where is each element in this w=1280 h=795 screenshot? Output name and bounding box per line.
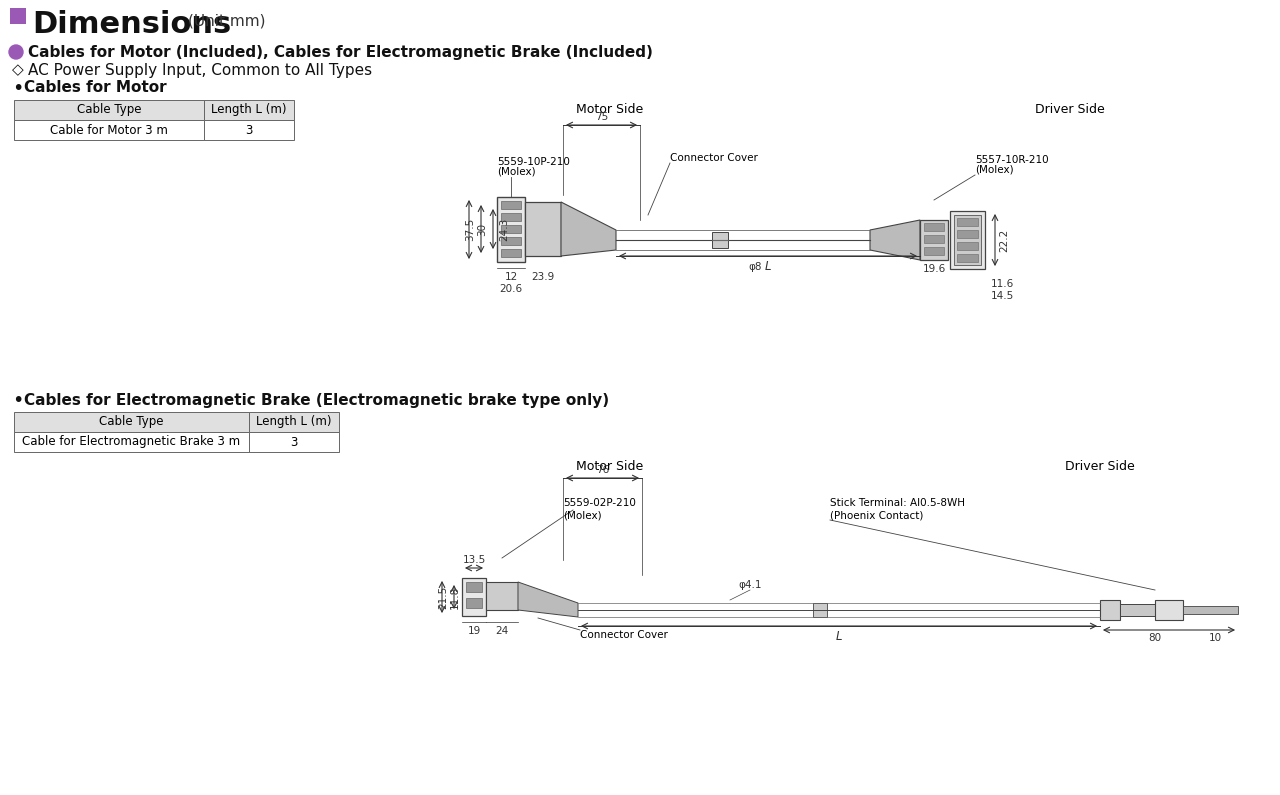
Text: 12: 12 [504,272,517,282]
Bar [924,235,945,243]
Bar [950,211,986,269]
Text: 21.5: 21.5 [438,585,448,609]
Text: Cable Type: Cable Type [100,416,164,429]
Bar [1100,600,1120,620]
Text: 30: 30 [477,223,486,235]
Bar [466,598,483,608]
Bar [500,201,521,209]
Text: Stick Terminal: AI0.5-8WH: Stick Terminal: AI0.5-8WH [829,498,965,508]
Text: Driver Side: Driver Side [1065,460,1135,473]
Bar [920,220,948,260]
Bar [14,100,204,120]
Bar [957,242,978,250]
Text: Cables for Motor (Included), Cables for Electromagnetic Brake (Included): Cables for Motor (Included), Cables for … [28,45,653,60]
Text: Connector Cover: Connector Cover [580,630,668,640]
Bar [1155,600,1183,620]
Bar [957,230,978,238]
Bar [204,120,294,140]
Bar [462,578,486,616]
Bar [525,202,561,256]
Text: Length L (m): Length L (m) [256,416,332,429]
Text: Connector Cover: Connector Cover [669,153,758,163]
Text: 24: 24 [495,626,508,636]
Text: AC Power Supply Input, Common to All Types: AC Power Supply Input, Common to All Typ… [28,63,372,77]
Bar [954,215,980,265]
Text: Cables for Motor: Cables for Motor [24,80,166,95]
Bar [500,225,521,233]
Text: L: L [836,630,842,643]
Bar [924,223,945,231]
Text: 19: 19 [467,626,480,636]
Bar [924,247,945,255]
Text: 19.6: 19.6 [923,264,946,274]
Circle shape [9,45,23,59]
Bar [466,582,483,592]
Bar [957,218,978,226]
Text: 80: 80 [1148,633,1161,643]
Text: Dimensions: Dimensions [32,10,232,39]
Bar [500,237,521,245]
Text: (Unit mm): (Unit mm) [188,13,265,28]
Text: (Molex): (Molex) [975,165,1014,175]
Bar [250,412,339,432]
Text: 11.8: 11.8 [451,585,460,609]
Bar [500,249,521,257]
Text: φ4.1: φ4.1 [739,580,762,590]
Text: 5559-02P-210: 5559-02P-210 [563,498,636,508]
Text: Cables for Electromagnetic Brake (Electromagnetic brake type only): Cables for Electromagnetic Brake (Electr… [24,393,609,408]
Bar [957,254,978,262]
Text: 75: 75 [595,112,608,122]
Polygon shape [561,202,616,256]
Text: Cable for Motor 3 m: Cable for Motor 3 m [50,123,168,137]
Text: Cable Type: Cable Type [77,103,141,117]
Bar [813,603,827,617]
Text: 5559-10P-210: 5559-10P-210 [497,157,570,167]
Text: 5557-10R-210: 5557-10R-210 [975,155,1048,165]
Text: (Molex): (Molex) [497,167,535,177]
Bar [500,213,521,221]
Bar [14,432,250,452]
Text: L: L [764,260,772,273]
Polygon shape [518,582,579,617]
Bar [1183,606,1238,614]
Bar [10,8,26,24]
Bar [497,197,525,262]
Text: (Molex): (Molex) [563,510,602,520]
Text: •: • [12,390,23,409]
Bar [14,120,204,140]
Text: 13.5: 13.5 [462,555,485,565]
Bar [14,412,250,432]
Text: •: • [12,79,23,98]
Bar [250,432,339,452]
Text: Motor Side: Motor Side [576,460,644,473]
Text: Cable for Electromagnetic Brake 3 m: Cable for Electromagnetic Brake 3 m [23,436,241,448]
Text: Length L (m): Length L (m) [211,103,287,117]
Text: 37.5: 37.5 [465,218,475,241]
Bar [712,232,728,248]
Text: ◇: ◇ [12,63,24,77]
Text: 3: 3 [246,123,252,137]
Bar [1120,604,1155,616]
Text: 14.5: 14.5 [991,291,1014,301]
Text: (Phoenix Contact): (Phoenix Contact) [829,510,923,520]
Polygon shape [870,220,920,260]
Text: 11.6: 11.6 [991,279,1014,289]
Text: 10: 10 [1208,633,1221,643]
Bar [486,582,518,610]
Text: 23.9: 23.9 [531,272,554,282]
Text: 3: 3 [291,436,298,448]
Text: 22.2: 22.2 [998,228,1009,252]
Text: 76: 76 [596,465,609,475]
Text: 24.3: 24.3 [499,217,509,241]
Bar [204,100,294,120]
Text: Motor Side: Motor Side [576,103,644,116]
Text: 20.6: 20.6 [499,284,522,294]
Text: Driver Side: Driver Side [1036,103,1105,116]
Text: φ8: φ8 [749,262,762,272]
